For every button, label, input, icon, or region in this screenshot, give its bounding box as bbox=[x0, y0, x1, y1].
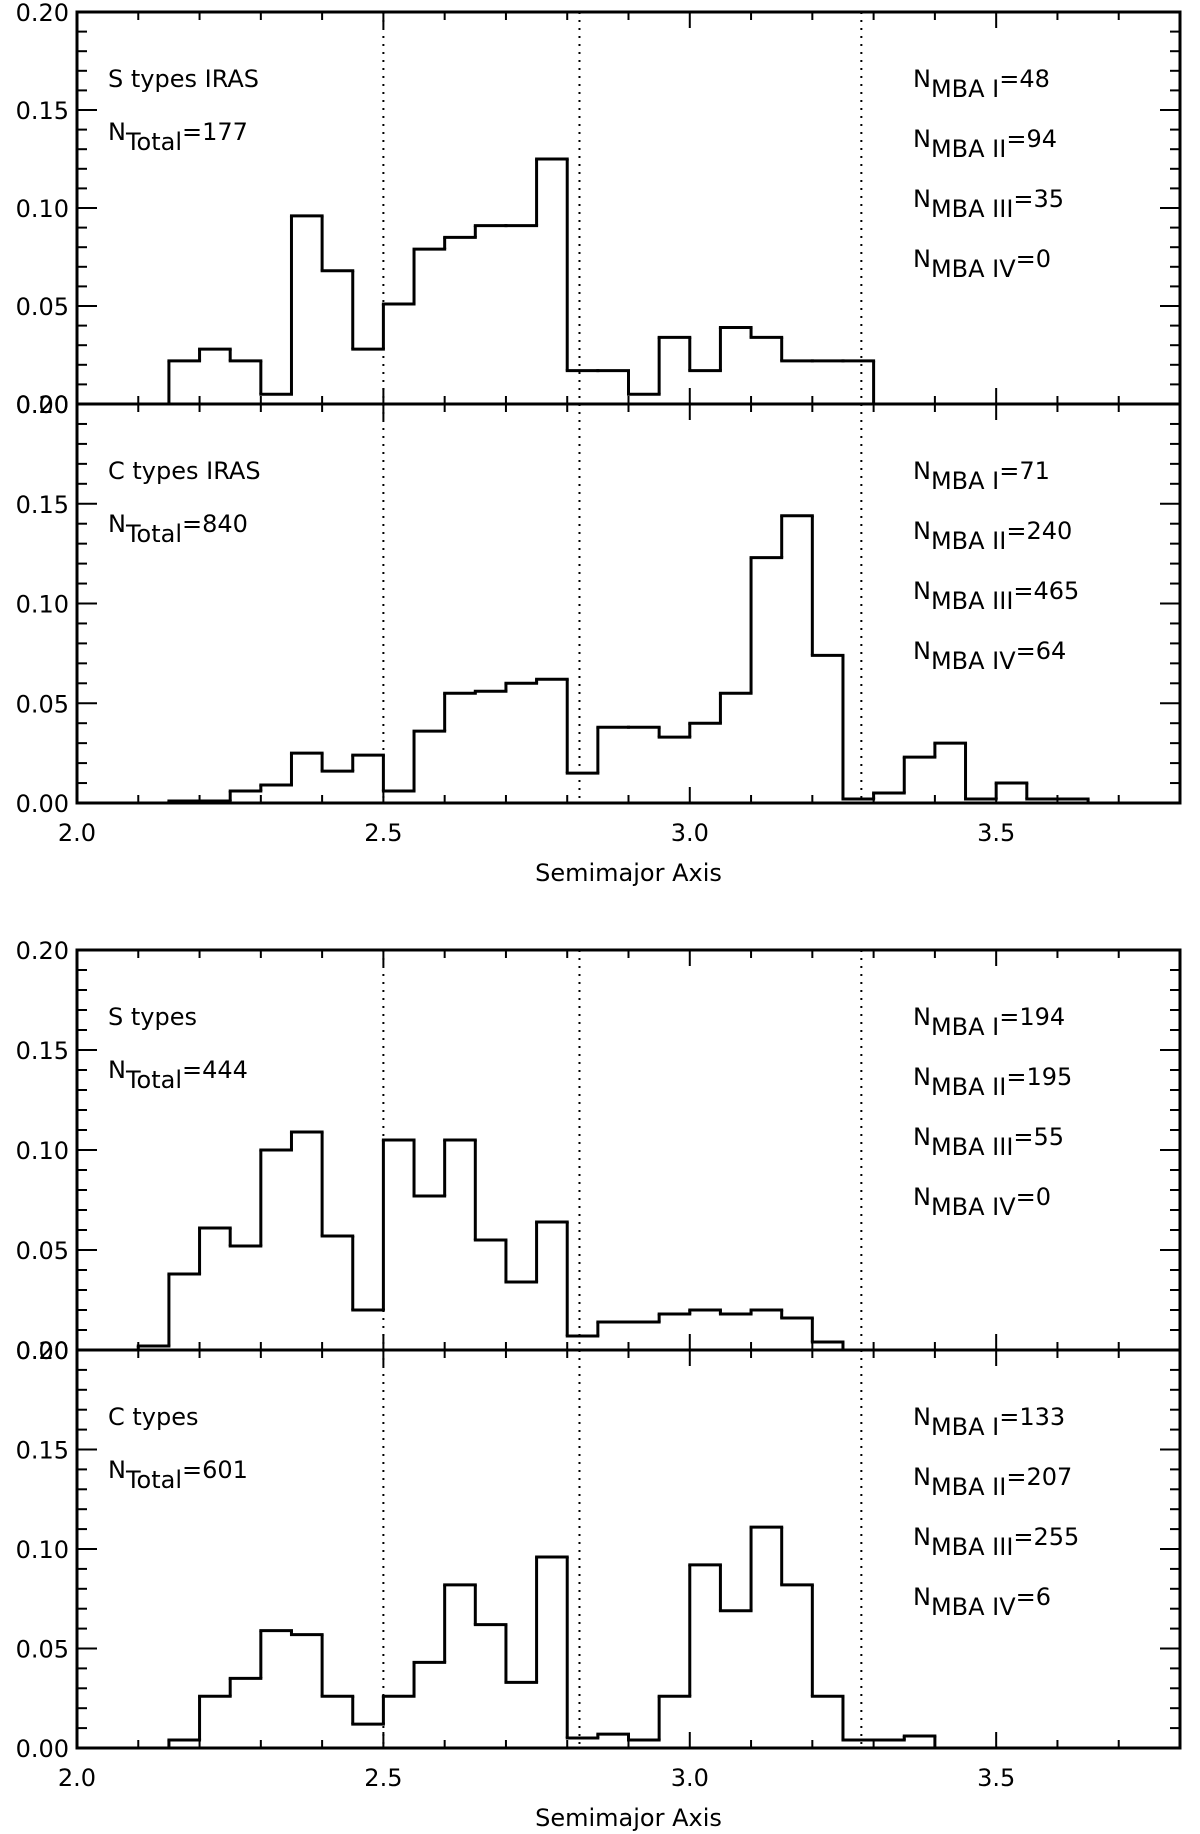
region-count-1: NMBA I=71 bbox=[913, 457, 1050, 495]
panel-title: S types bbox=[108, 1003, 197, 1031]
region-count-4: NMBA IV=0 bbox=[913, 245, 1051, 283]
y-tick-label: 0.20 bbox=[16, 937, 69, 965]
x-tick-label: 3.0 bbox=[671, 1764, 709, 1792]
total-count: NTotal=840 bbox=[108, 510, 248, 548]
region-count-4: NMBA IV=64 bbox=[913, 637, 1066, 675]
total-count: NTotal=444 bbox=[108, 1056, 248, 1094]
x-tick-label: 2.5 bbox=[364, 1764, 402, 1792]
region-count-2: NMBA II=207 bbox=[913, 1463, 1072, 1501]
region-count-2: NMBA II=195 bbox=[913, 1063, 1072, 1101]
histogram-panel-4: 0.00 0.05 0.10 0.15 0.20 2.0 2.5 3.0 3.5 Semimajo… bbox=[16, 1337, 1182, 1832]
region-count-3: NMBA III=35 bbox=[913, 185, 1064, 223]
histogram-panel-1: 0.00 0.05 0.10 0.15 0.20 S types IRAS NTotal=1… bbox=[16, 0, 1182, 419]
y-tick-label: 0.10 bbox=[16, 591, 69, 619]
x-tick-label: 2.0 bbox=[58, 819, 96, 847]
y-tick-label: 0.10 bbox=[16, 195, 69, 223]
x-tick-label: 3.5 bbox=[977, 1764, 1015, 1792]
x-axis-label: Semimajor Axis bbox=[535, 1804, 722, 1832]
region-count-3: NMBA III=465 bbox=[913, 577, 1079, 615]
panel-title: C types bbox=[108, 1403, 199, 1431]
histogram-panel-2: 0.00 0.05 0.10 0.15 0.20 2.0 2.5 3.0 3.5 Semimajo… bbox=[16, 391, 1182, 887]
region-count-2: NMBA II=240 bbox=[913, 517, 1072, 555]
region-count-4: NMBA IV=6 bbox=[913, 1583, 1051, 1621]
histogram-bins bbox=[167, 514, 1090, 803]
y-tick-label: 0.15 bbox=[16, 97, 69, 125]
x-tick-label: 3.5 bbox=[977, 819, 1015, 847]
histogram-bins bbox=[167, 157, 876, 404]
total-count: NTotal=177 bbox=[108, 118, 248, 156]
region-count-4: NMBA IV=0 bbox=[913, 1183, 1051, 1221]
histogram-bins bbox=[136, 1130, 845, 1350]
histogram-bins bbox=[167, 1525, 937, 1748]
y-tick-label: 0.20 bbox=[16, 391, 69, 419]
region-count-1: NMBA I=194 bbox=[913, 1003, 1065, 1041]
x-axis-label: Semimajor Axis bbox=[535, 859, 722, 887]
region-count-1: NMBA I=48 bbox=[913, 65, 1050, 103]
panel-title: S types IRAS bbox=[108, 65, 259, 93]
y-tick-label: 0.20 bbox=[16, 1337, 69, 1365]
y-tick-label: 0.00 bbox=[16, 1735, 69, 1763]
y-tick-label: 0.00 bbox=[16, 391, 69, 419]
y-tick-label: 0.10 bbox=[16, 1137, 69, 1165]
y-tick-label: 0.15 bbox=[16, 491, 69, 519]
region-count-3: NMBA III=55 bbox=[913, 1123, 1064, 1161]
y-tick-label: 0.05 bbox=[16, 1237, 69, 1265]
x-tick-label: 3.0 bbox=[671, 819, 709, 847]
y-tick-label: 0.15 bbox=[16, 1437, 69, 1465]
histogram-panel-3: 0.00 0.05 0.10 0.15 0.20 S types NTotal=444 NMB… bbox=[16, 937, 1182, 1365]
y-tick-label: 0.05 bbox=[16, 1636, 69, 1664]
y-tick-label: 0.10 bbox=[16, 1536, 69, 1564]
x-tick-label: 2.5 bbox=[364, 819, 402, 847]
y-tick-label: 0.00 bbox=[16, 790, 69, 818]
y-tick-label: 0.15 bbox=[16, 1037, 69, 1065]
region-count-3: NMBA III=255 bbox=[913, 1523, 1079, 1561]
y-tick-label: 0.00 bbox=[16, 1337, 69, 1365]
y-tick-label: 0.05 bbox=[16, 690, 69, 718]
region-count-2: NMBA II=94 bbox=[913, 125, 1057, 163]
region-count-1: NMBA I=133 bbox=[913, 1403, 1065, 1441]
y-tick-label: 0.20 bbox=[16, 0, 69, 27]
total-count: NTotal=601 bbox=[108, 1456, 248, 1494]
y-tick-label: 0.05 bbox=[16, 293, 69, 321]
panel-title: C types IRAS bbox=[108, 457, 261, 485]
x-tick-label: 2.0 bbox=[58, 1764, 96, 1792]
